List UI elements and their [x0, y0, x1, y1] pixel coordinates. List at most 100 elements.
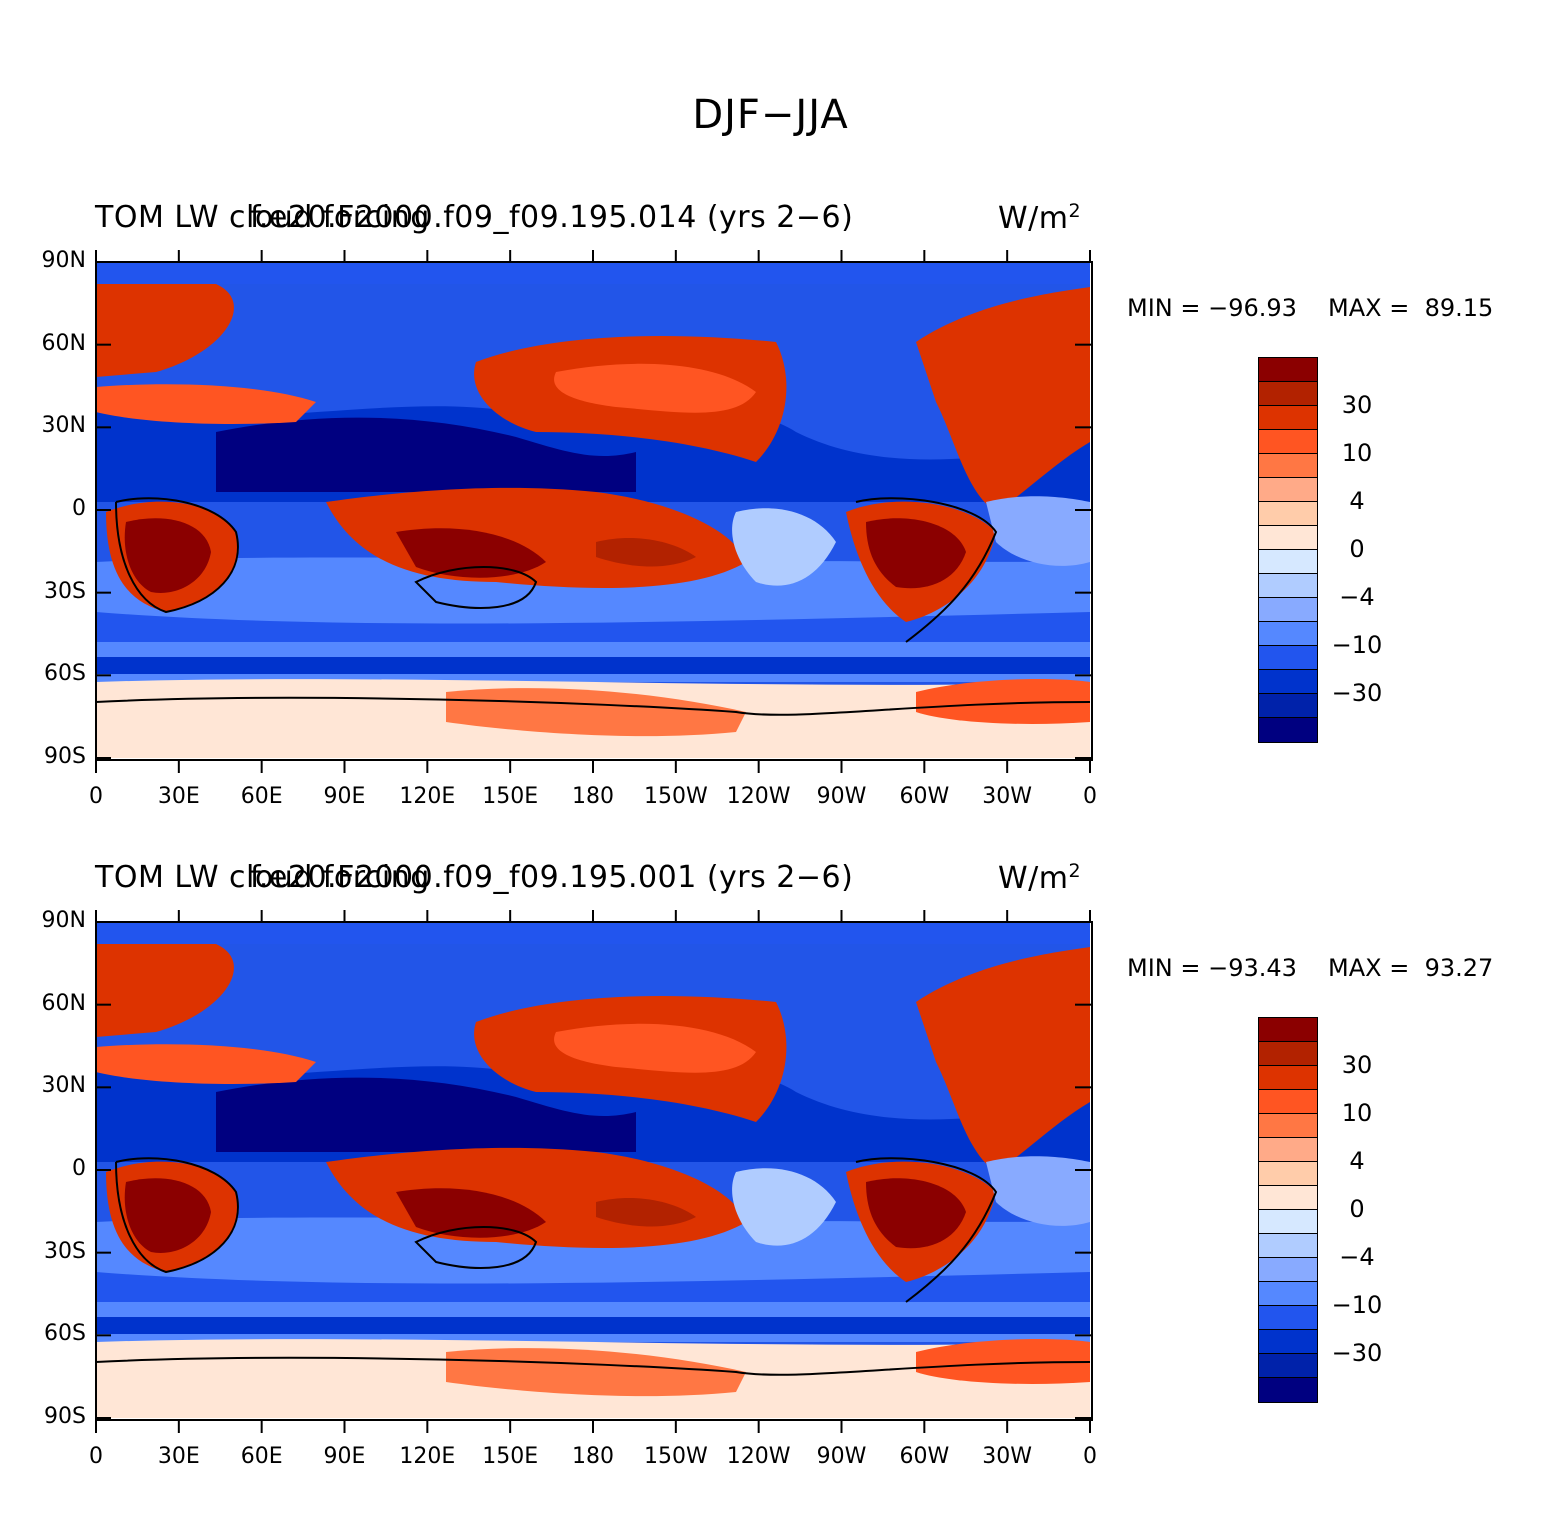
field-contour-0	[96, 262, 1090, 284]
colorbar-label: 10	[1341, 439, 1373, 467]
panel-2-left-label: TOM LW cloud forcing	[95, 860, 430, 895]
lat-label: 30S	[44, 578, 86, 604]
field-contour-13	[554, 1023, 756, 1073]
lat-label: 30S	[44, 1238, 86, 1264]
field-contour-2	[216, 417, 636, 492]
colorbar-swatch	[1259, 526, 1317, 550]
panel-1-min: MIN = −96.93	[1127, 294, 1297, 322]
colorbar-swatch	[1259, 1330, 1317, 1354]
lat-label: 60N	[41, 990, 86, 1016]
colorbar-swatch	[1259, 1066, 1317, 1090]
lat-label: 90S	[44, 1404, 86, 1429]
field-contour-11	[916, 287, 1090, 512]
lon-label: 60W	[899, 1444, 950, 1469]
colorbar-label: −10	[1331, 1291, 1383, 1319]
field-contour-4	[96, 612, 1090, 642]
colorbar-swatch	[1259, 670, 1317, 694]
panel-1-max: MAX = 89.15	[1328, 294, 1494, 322]
field-contour-7	[446, 688, 746, 737]
colorbar-label: −4	[1339, 583, 1375, 611]
field-contour-3	[96, 1217, 1090, 1342]
field-contour-8	[916, 679, 1090, 724]
lat-label: 90S	[44, 744, 86, 769]
panel-2-max: MAX = 93.27	[1328, 954, 1494, 982]
panel-1-map-field	[96, 262, 1090, 758]
colorbar-label: 4	[1349, 1147, 1365, 1175]
lon-label: 120W	[726, 784, 791, 809]
lon-label: 120W	[726, 1444, 791, 1469]
lon-label: 120E	[399, 1444, 456, 1469]
units-superscript: 2	[1068, 860, 1082, 882]
field-contour-11	[916, 947, 1090, 1172]
lon-label: 90W	[816, 784, 867, 809]
lat-label: 60S	[44, 661, 86, 687]
lon-label: 0	[1083, 1444, 1097, 1469]
panel-2-units: W/m2	[998, 860, 1081, 896]
colorbar-swatch	[1259, 1210, 1317, 1234]
panel-1-ticks	[95, 250, 1091, 773]
panel-1-colorbar	[1258, 357, 1318, 743]
coastline-1	[855, 497, 998, 643]
lon-label: 180	[572, 1444, 614, 1469]
colorbar-swatch	[1259, 622, 1317, 646]
lat-label: 90N	[41, 248, 86, 273]
colorbar-swatch	[1259, 502, 1317, 526]
field-contour-0	[96, 922, 1090, 944]
field-contour-4	[96, 1272, 1090, 1302]
colorbar-swatch	[1259, 574, 1317, 598]
colorbar-swatch	[1259, 1018, 1317, 1042]
lon-label: 180	[572, 784, 614, 809]
panel-2-map-field	[96, 922, 1090, 1418]
field-contour-5	[96, 657, 1090, 674]
colorbar-label: −30	[1331, 679, 1383, 707]
colorbar-swatch	[1259, 382, 1317, 406]
coastline-1	[855, 1157, 998, 1303]
lon-label: 30W	[982, 1444, 1033, 1469]
colorbar-label: 0	[1349, 535, 1365, 563]
lon-label: 150E	[482, 1444, 539, 1469]
panel-2-colorbar	[1258, 1017, 1318, 1403]
lon-label: 60E	[240, 1444, 283, 1469]
field-contour-10	[96, 1044, 316, 1084]
colorbar-swatch	[1259, 550, 1317, 574]
colorbar-swatch	[1259, 1234, 1317, 1258]
map-panel-1: TOM LW cloud forcing f.e20.F2000.f09_f09…	[0, 200, 1541, 860]
lon-label: 0	[1083, 784, 1097, 809]
colorbar-swatch	[1259, 478, 1317, 502]
field-contour-9	[96, 284, 234, 377]
lon-label: 30E	[157, 1444, 200, 1469]
colorbar-label: 30	[1341, 1051, 1373, 1079]
field-contour-22	[986, 1156, 1090, 1226]
lat-label: 0	[72, 1156, 86, 1181]
colorbar-swatch	[1259, 1042, 1317, 1066]
lon-label: 30E	[157, 784, 200, 809]
colorbar-label: 4	[1349, 487, 1365, 515]
colorbar-swatch	[1259, 1354, 1317, 1378]
lat-label: 0	[72, 496, 86, 521]
lat-label: 90N	[41, 908, 86, 933]
field-contour-3	[96, 557, 1090, 682]
field-contour-21	[732, 508, 836, 586]
field-contour-13	[554, 363, 756, 413]
lon-label: 0	[89, 1444, 103, 1469]
lat-label: 30N	[41, 1073, 86, 1099]
coastline-3	[96, 696, 1090, 716]
lon-label: 90E	[323, 1444, 366, 1469]
colorbar-swatch	[1259, 646, 1317, 670]
colorbar-swatch	[1259, 1138, 1317, 1162]
panel-1-left-label: TOM LW cloud forcing	[95, 200, 430, 235]
lat-label: 60N	[41, 330, 86, 356]
coastline-2	[414, 1226, 538, 1269]
colorbar-swatch	[1259, 598, 1317, 622]
colorbar-swatch	[1259, 358, 1317, 382]
lon-label: 60W	[899, 784, 950, 809]
colorbar-swatch	[1259, 454, 1317, 478]
colorbar-swatch	[1259, 1306, 1317, 1330]
panel-2-field-svg	[96, 922, 1090, 1418]
units-superscript: 2	[1068, 200, 1082, 222]
field-contour-15	[396, 528, 546, 578]
lon-label: 90E	[323, 784, 366, 809]
field-contour-20	[866, 518, 966, 589]
coastline-0	[115, 497, 239, 614]
field-contour-2	[216, 1077, 636, 1152]
